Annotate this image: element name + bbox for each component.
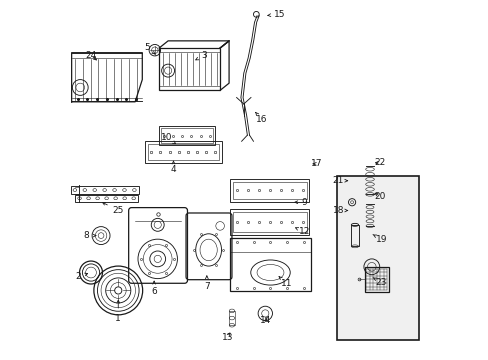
Text: 12: 12	[295, 228, 310, 237]
Bar	[161, 129, 212, 143]
Bar	[230, 210, 308, 234]
Text: 21: 21	[332, 176, 347, 185]
Text: 25: 25	[102, 202, 123, 215]
Text: 11: 11	[279, 276, 292, 288]
Text: 1: 1	[115, 300, 121, 323]
Text: 10: 10	[160, 133, 175, 144]
Bar	[351, 225, 358, 246]
Text: 24: 24	[85, 51, 97, 60]
Text: 15: 15	[267, 10, 285, 19]
Text: 7: 7	[203, 276, 209, 291]
Bar	[232, 182, 306, 199]
Text: 6: 6	[151, 281, 157, 296]
Text: 3: 3	[195, 51, 207, 60]
Bar	[147, 144, 219, 160]
Bar	[232, 212, 306, 232]
Bar	[75, 195, 138, 202]
Text: 23: 23	[372, 278, 386, 287]
Text: 9: 9	[294, 198, 307, 207]
Bar	[159, 126, 214, 145]
Text: 5: 5	[144, 43, 155, 54]
Bar	[336, 176, 418, 339]
Bar	[228, 311, 234, 325]
Text: 14: 14	[260, 316, 271, 325]
Bar	[144, 141, 222, 163]
Text: 13: 13	[221, 333, 233, 342]
Text: 2: 2	[75, 272, 87, 281]
Text: 8: 8	[83, 231, 96, 240]
Text: 16: 16	[255, 112, 267, 124]
Bar	[230, 179, 308, 202]
Bar	[230, 238, 310, 291]
Text: 4: 4	[170, 161, 176, 174]
Text: 18: 18	[332, 206, 347, 215]
Bar	[159, 48, 220, 90]
Text: 19: 19	[372, 235, 386, 244]
Bar	[364, 267, 388, 292]
Text: 20: 20	[374, 192, 385, 201]
Text: 22: 22	[374, 158, 385, 167]
Text: 17: 17	[310, 159, 321, 168]
Bar	[70, 186, 139, 194]
